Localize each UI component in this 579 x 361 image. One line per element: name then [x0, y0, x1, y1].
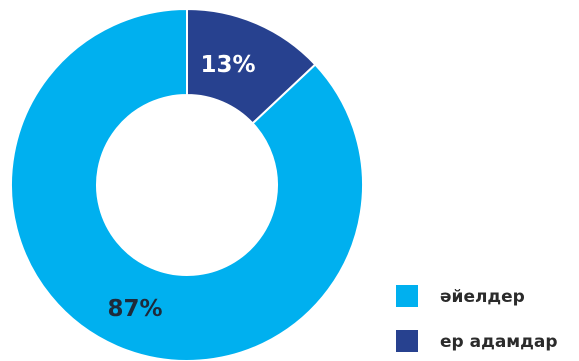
- slice-labels: 13% 87%: [107, 52, 255, 322]
- legend-label-women: әйелдер: [440, 287, 525, 307]
- donut-slices: [10, 7, 364, 361]
- slice-label-women: 87%: [107, 296, 162, 322]
- legend-swatch-women: [396, 285, 418, 307]
- legend-label-men: ер адамдар: [440, 332, 558, 352]
- slice-women: [10, 7, 364, 361]
- slice-label-men: 13%: [200, 52, 255, 78]
- legend-swatch-men: [396, 330, 418, 352]
- legend: әйелдер ер адамдар: [396, 285, 558, 352]
